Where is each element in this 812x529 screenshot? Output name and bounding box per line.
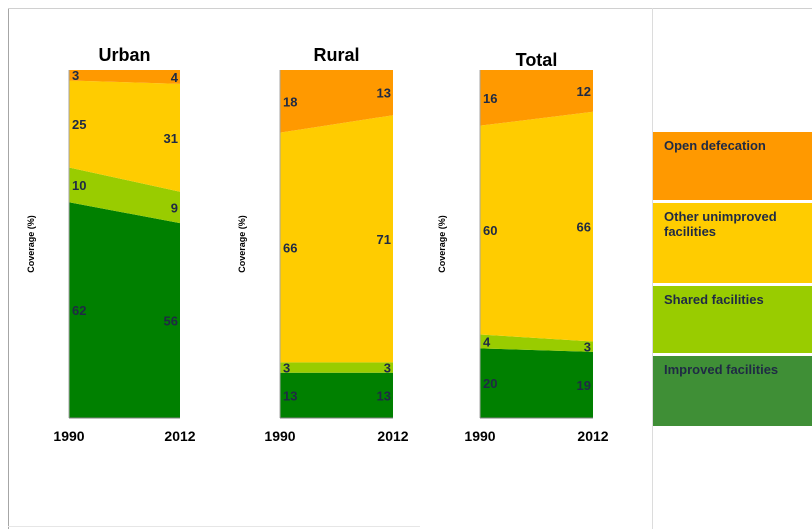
legend-label: Open defecation <box>664 138 766 153</box>
x-tick-label: 2012 <box>577 428 608 444</box>
legend-item: Other unimproved facilities <box>653 203 812 283</box>
x-tick-label: 1990 <box>264 428 295 444</box>
data-label: 10 <box>72 178 86 193</box>
legend-item: Improved facilities <box>653 356 812 426</box>
area-improved-facilities <box>480 348 593 418</box>
frame-top-border <box>8 8 812 9</box>
legend-panel-divider <box>652 8 653 529</box>
y-axis-label: Coverage (%) <box>26 215 36 273</box>
data-label: 71 <box>377 232 391 247</box>
area-improved-facilities <box>69 202 180 418</box>
data-label: 20 <box>483 376 497 391</box>
data-label: 66 <box>577 220 591 235</box>
data-label: 3 <box>384 361 391 376</box>
chart-title: Urban <box>98 45 150 65</box>
data-label: 19 <box>577 378 591 393</box>
data-label: 66 <box>283 240 297 255</box>
y-axis-label: Coverage (%) <box>437 215 447 273</box>
frame-left-border <box>8 8 9 529</box>
area-improved-facilities <box>280 372 393 418</box>
data-label: 4 <box>483 334 491 349</box>
chart-0: 62 56 10 9 25 31 3 4 Urban Coverage (%) 1990 2012 <box>26 45 196 444</box>
area-other-unimproved-facilities <box>480 111 593 342</box>
data-label: 62 <box>72 303 86 318</box>
area-shared-facilities <box>69 167 180 224</box>
chart-2: 20 19 4 3 60 66 16 12 Total Coverage (%) 1990 2012 <box>437 50 609 444</box>
data-label: 3 <box>283 361 290 376</box>
chart-1: 13 13 3 3 66 71 18 13 Rural Coverage (%) 1990 2012 <box>237 45 409 444</box>
legend-label: Improved facilities <box>664 362 779 377</box>
data-label: 4 <box>171 70 179 85</box>
x-tick-label: 1990 <box>53 428 84 444</box>
area-open-defecation <box>480 70 593 126</box>
data-label: 18 <box>283 94 297 109</box>
data-label: 56 <box>164 314 178 329</box>
chart-title: Total <box>516 50 558 70</box>
y-axis-label: Coverage (%) <box>237 215 247 273</box>
data-label: 13 <box>377 86 391 101</box>
area-shared-facilities <box>480 334 593 352</box>
area-other-unimproved-facilities <box>69 80 180 192</box>
frame-bottom-border <box>8 526 420 527</box>
legend-item: Open defecation <box>653 132 812 200</box>
legend-item: Shared facilities <box>653 286 812 353</box>
legend-label: Other unimproved facilities <box>664 209 777 239</box>
data-label: 13 <box>377 388 391 403</box>
area-open-defecation <box>69 70 180 84</box>
data-label: 12 <box>577 84 591 99</box>
data-label: 9 <box>171 200 178 215</box>
legend-label: Shared facilities <box>664 292 764 307</box>
area-shared-facilities <box>280 362 393 373</box>
area-other-unimproved-facilities <box>280 115 393 363</box>
data-label: 13 <box>283 388 297 403</box>
data-label: 60 <box>483 223 497 238</box>
data-label: 3 <box>584 340 591 355</box>
x-tick-label: 2012 <box>377 428 408 444</box>
x-tick-label: 2012 <box>164 428 195 444</box>
data-label: 25 <box>72 117 86 132</box>
data-label: 3 <box>72 68 79 83</box>
data-label: 31 <box>164 131 178 146</box>
data-label: 16 <box>483 91 497 106</box>
area-open-defecation <box>280 70 393 133</box>
x-tick-label: 1990 <box>464 428 495 444</box>
chart-title: Rural <box>313 45 359 65</box>
